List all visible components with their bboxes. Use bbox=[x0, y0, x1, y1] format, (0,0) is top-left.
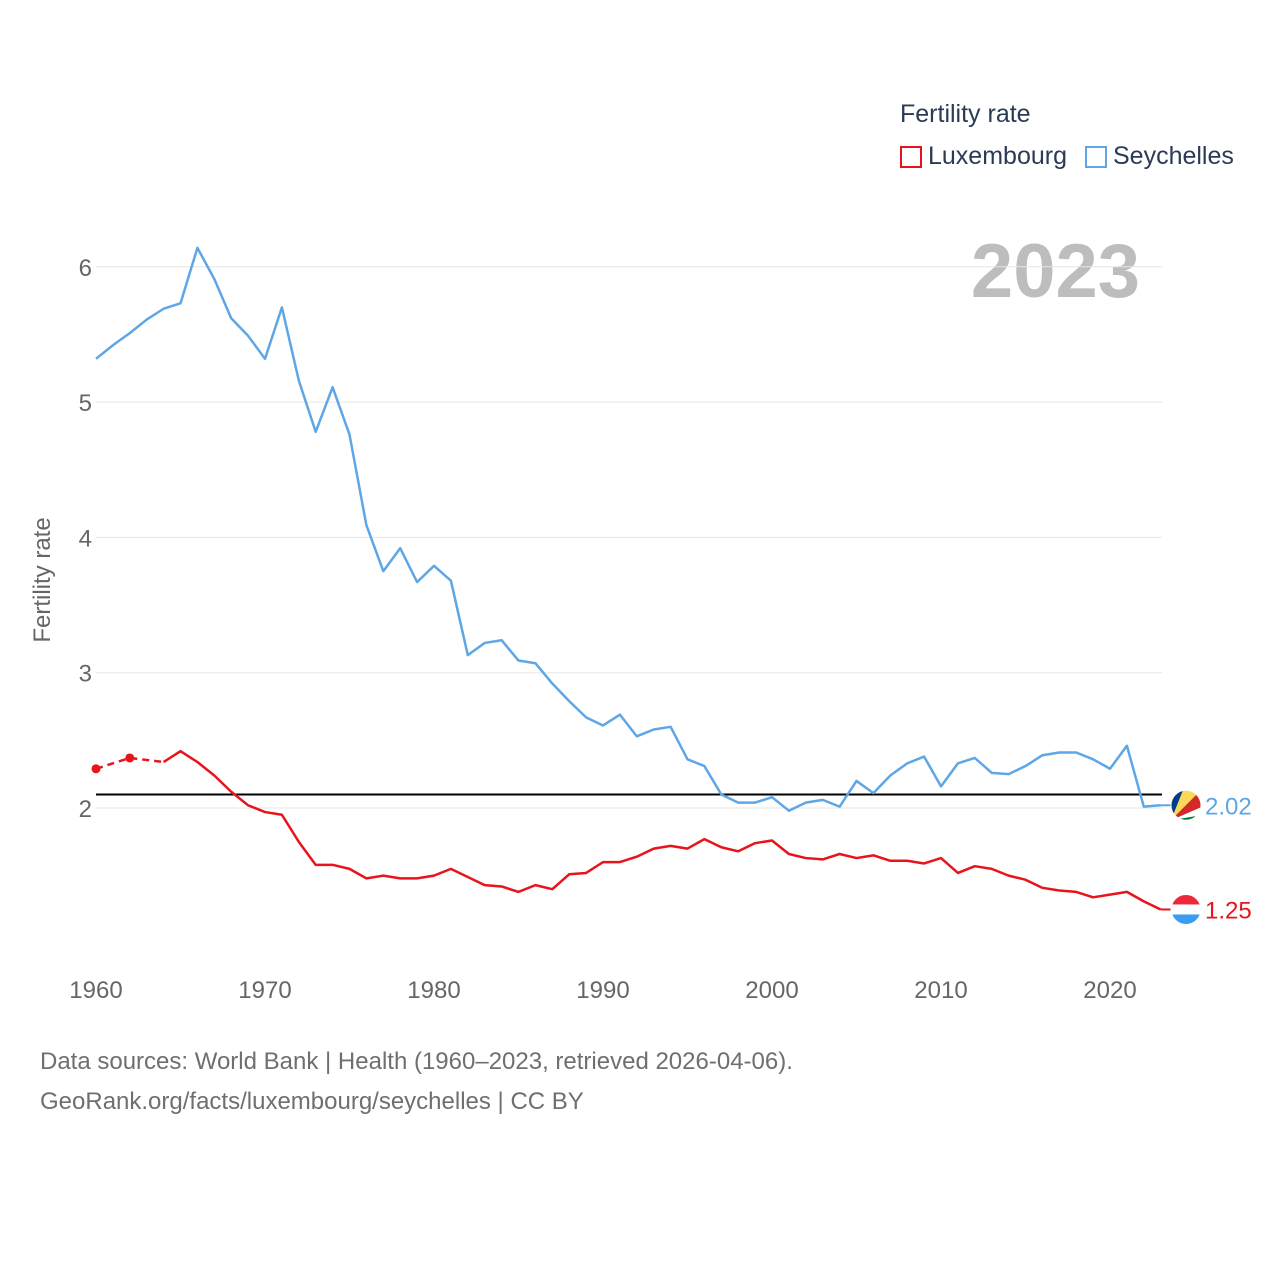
flag-icon-luxembourg bbox=[1170, 893, 1202, 925]
legend-swatch-luxembourg bbox=[900, 145, 922, 168]
x-tick-label: 1980 bbox=[407, 977, 460, 1004]
x-tick-label: 2000 bbox=[745, 977, 798, 1004]
legend-title: Fertility rate bbox=[900, 100, 1031, 128]
y-tick-label: 6 bbox=[79, 255, 92, 282]
current-year-label: 2023 bbox=[970, 229, 1140, 314]
y-tick-label: 5 bbox=[79, 390, 92, 417]
data-point-luxembourg bbox=[125, 753, 135, 763]
legend-item-seychelles[interactable]: Seychelles bbox=[1084, 142, 1234, 171]
flag-icon-seychelles bbox=[1170, 789, 1202, 821]
legend-label-luxembourg: Luxembourg bbox=[928, 142, 1067, 170]
x-tick-label: 1960 bbox=[69, 977, 122, 1004]
data-point-luxembourg bbox=[91, 764, 101, 774]
y-tick-label: 4 bbox=[79, 525, 92, 552]
legend-label-seychelles: Seychelles bbox=[1112, 142, 1234, 170]
legend-item-luxembourg[interactable]: Luxembourg bbox=[900, 142, 1067, 171]
attribution-text: GeoRank.org/facts/luxembourg/seychelles … bbox=[40, 1088, 584, 1115]
x-tick-label: 1990 bbox=[576, 977, 629, 1004]
legend: Luxembourg Seychelles bbox=[900, 142, 1234, 171]
legend-swatch-seychelles bbox=[1084, 145, 1107, 168]
x-tick-label: 2010 bbox=[914, 977, 967, 1004]
y-tick-label: 2 bbox=[79, 796, 92, 823]
series-line-seychelles bbox=[95, 246, 1161, 812]
y-axis-label: Fertility rate bbox=[29, 517, 56, 642]
data-sources-text: Data sources: World Bank | Health (1960–… bbox=[40, 1048, 793, 1075]
y-tick-label: 3 bbox=[79, 661, 92, 688]
x-tick-label: 2020 bbox=[1083, 977, 1136, 1004]
end-value-label-seychelles: 2.02 bbox=[1205, 793, 1252, 820]
series-line-luxembourg bbox=[162, 749, 1162, 911]
footer: Data sources: World Bank | Health (1960–… bbox=[40, 1042, 793, 1122]
x-tick-label: 1970 bbox=[238, 977, 291, 1004]
end-value-label-luxembourg: 1.25 bbox=[1205, 897, 1252, 924]
